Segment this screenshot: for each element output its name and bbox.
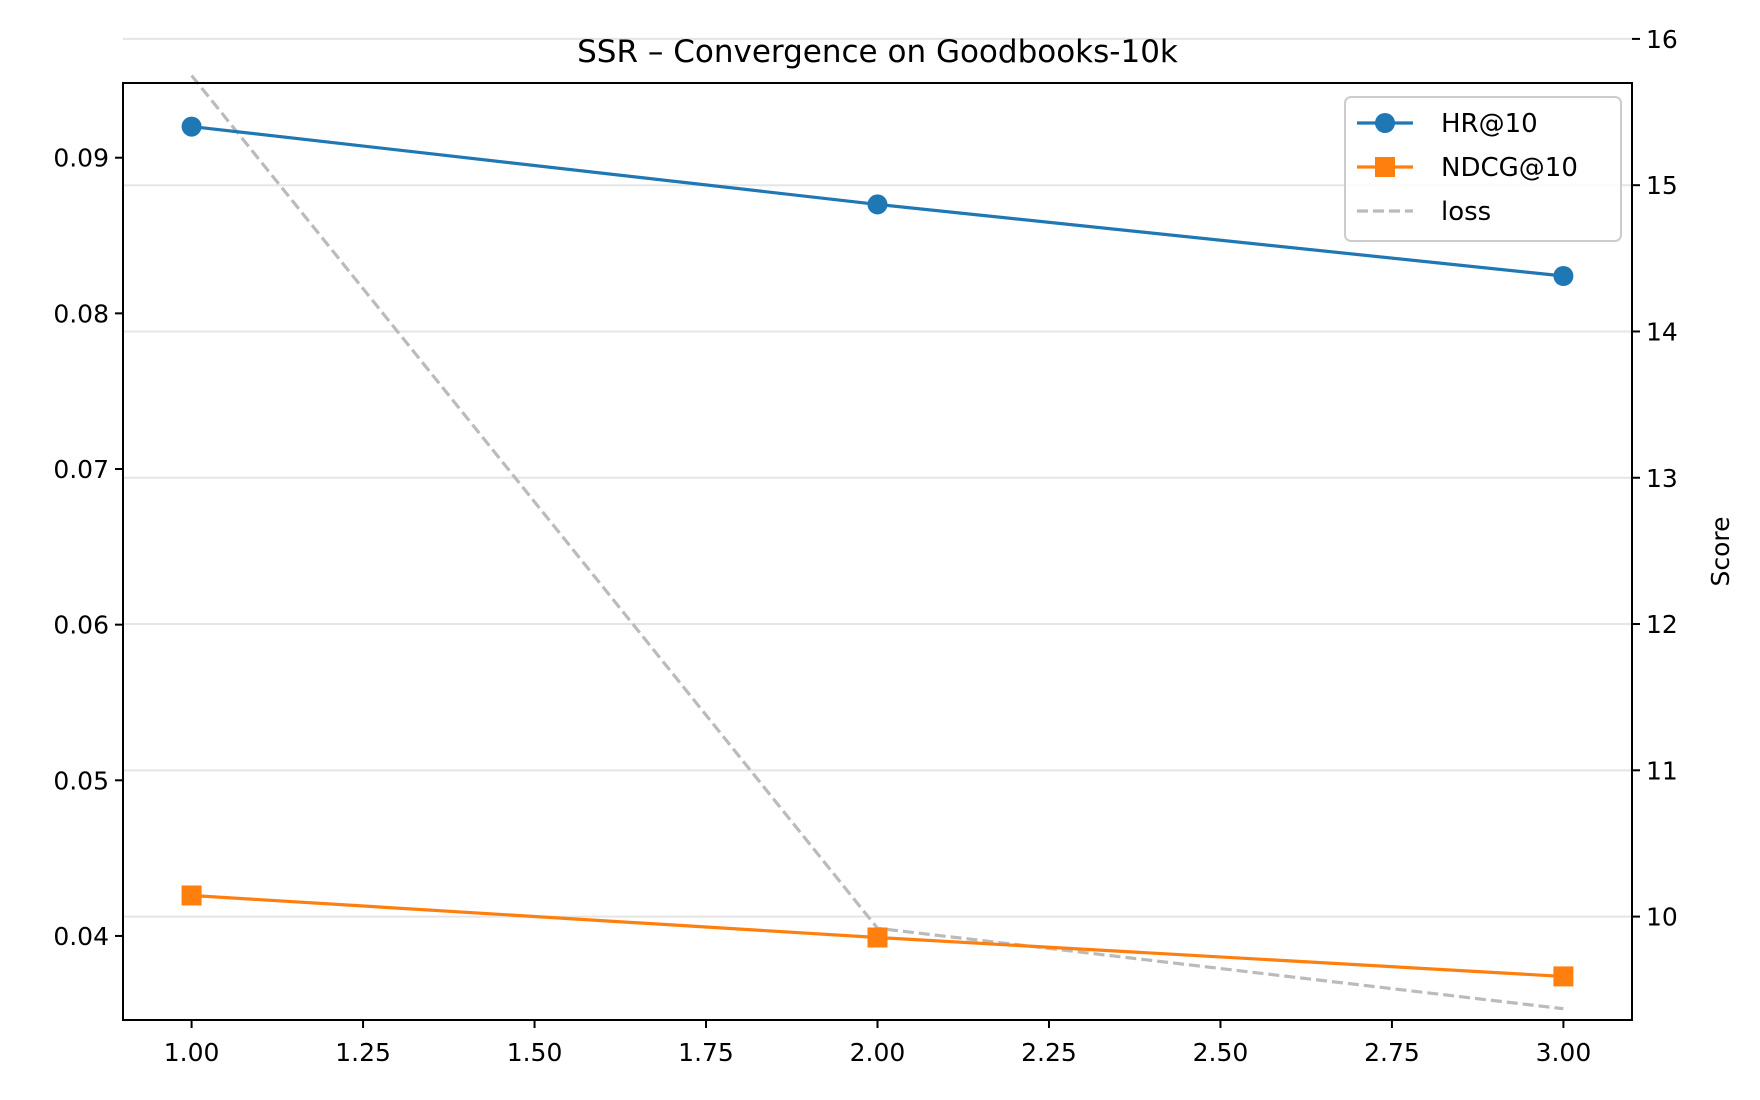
y-tick-label: 0.09: [53, 144, 109, 173]
y2-tick-label: 14: [1646, 317, 1678, 346]
y2-tick-label: 11: [1646, 756, 1678, 785]
x-tick-label: 1.25: [335, 1038, 391, 1067]
data-point-ndcg-10: [867, 927, 888, 948]
x-tick-label: 1.75: [678, 1038, 734, 1067]
y-tick-label: 0.05: [53, 766, 109, 795]
y2-tick-label: 13: [1646, 464, 1678, 493]
y-axis-right: 10 11 12 13 14 15 16: [1632, 25, 1678, 932]
y-tick-label: 0.04: [53, 922, 109, 951]
x-axis: 1.00 1.25 1.50 1.75 2.00 2.25 2.50 2.75 3.00: [164, 1020, 1591, 1067]
data-point-ndcg-10: [181, 885, 202, 906]
legend: HR@10 NDCG@10 loss: [1344, 96, 1622, 242]
plot-series: [181, 74, 1574, 1011]
y2-tick-label: 12: [1646, 610, 1678, 639]
legend-marker-ndcg-10: [1375, 157, 1395, 177]
x-tick-label: 2.00: [850, 1038, 906, 1067]
x-tick-label: 2.50: [1193, 1038, 1249, 1067]
data-point-ndcg-10: [1553, 966, 1574, 987]
y2-axis-label: Score: [1706, 516, 1735, 586]
x-tick-label: 2.75: [1364, 1038, 1420, 1067]
x-tick-label: 2.25: [1021, 1038, 1077, 1067]
legend-label-ndcg-10: NDCG@10: [1441, 153, 1578, 183]
y2-tick-label: 16: [1646, 25, 1678, 54]
y2-tick-label: 10: [1646, 903, 1678, 932]
data-point-hr-10: [1553, 266, 1574, 287]
legend-label-loss: loss: [1441, 197, 1491, 227]
chart-title: SSR – Convergence on Goodbooks-10k: [577, 34, 1178, 70]
x-tick-label: 1.50: [507, 1038, 563, 1067]
x-tick-label: 3.00: [1536, 1038, 1592, 1067]
data-point-hr-10: [181, 116, 202, 137]
data-point-hr-10: [867, 194, 888, 215]
y-tick-label: 0.08: [53, 299, 109, 328]
y2-tick-label: 15: [1646, 171, 1678, 200]
legend-box: [1344, 96, 1622, 242]
y-axis-left: 0.04 0.05 0.06 0.07 0.08 0.09: [53, 144, 123, 951]
x-tick-label: 1.00: [164, 1038, 220, 1067]
legend-label-hr-10: HR@10: [1441, 109, 1538, 139]
y-tick-label: 0.07: [53, 455, 109, 484]
y-tick-label: 0.06: [53, 611, 109, 640]
legend-marker-hr-10: [1375, 113, 1395, 133]
